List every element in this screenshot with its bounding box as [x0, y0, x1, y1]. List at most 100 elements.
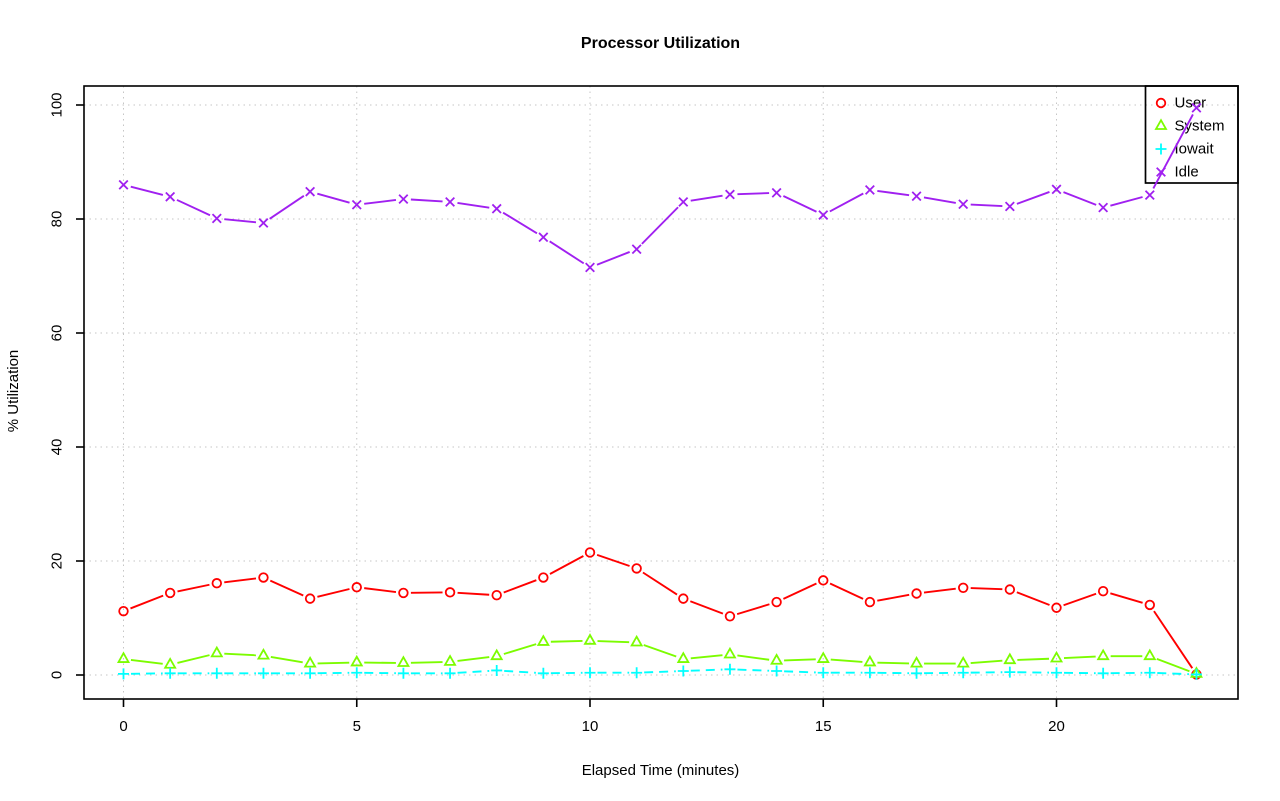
marker-triangle [490, 648, 504, 661]
series-segment [504, 669, 536, 674]
marker-circle [211, 578, 223, 589]
series-segment [1063, 592, 1097, 607]
series-segment [644, 670, 676, 674]
legend-marker-plus [1155, 143, 1167, 155]
marker-triangle [770, 653, 784, 665]
series-segment [457, 656, 490, 662]
series-segment [829, 582, 864, 600]
marker-plus [304, 667, 316, 679]
series-segment [1063, 655, 1096, 660]
series-segment [737, 192, 770, 196]
marker-plus [397, 667, 409, 679]
series-segment [457, 669, 490, 674]
marker-plus [257, 667, 269, 679]
legend-marker-circle [1155, 97, 1167, 109]
axes: 0 5 10 15 20 0 20 40 60 80 100 [49, 92, 1065, 735]
marker-x [771, 187, 782, 198]
series-segment [317, 192, 350, 204]
series-segment [1157, 672, 1189, 676]
series-segment [1063, 191, 1097, 206]
y-axis-label: % Utilization [5, 350, 22, 433]
marker-plus [211, 667, 223, 679]
legend: User System Iowait Idle [1144, 85, 1239, 184]
marker-triangle [536, 634, 550, 646]
series-segment [877, 661, 910, 665]
series-segment [690, 194, 723, 202]
series-segment [269, 195, 305, 220]
series-segment [130, 185, 164, 196]
series-segment [830, 658, 863, 663]
marker-circle [491, 590, 502, 601]
marker-x [258, 218, 269, 228]
series-segment [1152, 114, 1194, 189]
series-segment [596, 553, 630, 567]
series-segment [224, 218, 257, 224]
marker-plus [491, 664, 503, 676]
marker-plus [864, 667, 876, 679]
series-segment [690, 654, 723, 660]
series-segment [269, 579, 304, 597]
marker-triangle [583, 633, 597, 645]
marker-plus [911, 667, 923, 679]
marker-triangle [303, 655, 317, 668]
marker-triangle [210, 645, 224, 658]
series-segment [737, 654, 770, 661]
series-user [118, 547, 1202, 680]
series-segment [970, 587, 1003, 591]
marker-x [911, 191, 922, 202]
marker-x [538, 232, 549, 243]
series-segment [177, 654, 210, 664]
series-segment [502, 211, 538, 235]
series-segment [970, 659, 1003, 664]
marker-triangle [956, 655, 970, 668]
marker-plus [817, 667, 829, 679]
gridlines [84, 86, 1238, 699]
series-segment [176, 199, 211, 217]
legend-label: User [1175, 95, 1207, 112]
marker-plus [724, 663, 736, 675]
marker-triangle [1049, 650, 1064, 663]
series-segment [1110, 592, 1143, 604]
x-axis-label: Elapsed Time (minutes) [582, 762, 740, 779]
marker-triangle [630, 634, 644, 647]
series-segment [970, 203, 1003, 208]
series-segment [364, 199, 397, 205]
series-segment [877, 189, 910, 197]
y-tick-label: 80 [49, 211, 66, 228]
marker-circle [1051, 602, 1062, 613]
legend-label: System [1175, 118, 1225, 135]
marker-x [398, 194, 409, 204]
marker-plus [1051, 667, 1062, 679]
marker-circle [118, 605, 129, 617]
marker-x [818, 210, 829, 220]
series-segment [1016, 191, 1050, 205]
marker-plus [351, 667, 363, 679]
y-tick-label: 60 [49, 325, 66, 342]
x-tick-label: 20 [1048, 718, 1065, 735]
marker-circle [958, 582, 969, 593]
marker-plus [677, 665, 689, 677]
marker-x [118, 179, 129, 190]
series-segment [782, 195, 817, 213]
series-segment [642, 571, 678, 596]
series-system [116, 633, 1203, 678]
x-tick-label: 10 [582, 718, 599, 735]
marker-circle [584, 547, 596, 558]
series-segment [1016, 591, 1050, 606]
series-segment [503, 643, 537, 655]
marker-triangle [723, 646, 737, 659]
series-segment [224, 652, 257, 657]
marker-circle [304, 593, 316, 604]
series-segment [784, 658, 816, 662]
marker-x [165, 191, 176, 202]
x-tick-label: 15 [815, 718, 832, 735]
marker-circle [911, 588, 922, 599]
legend-label: Iowait [1175, 141, 1215, 158]
series-segment [550, 640, 583, 643]
y-tick-label: 0 [49, 671, 66, 679]
series-segment [829, 192, 864, 213]
series-segment [130, 594, 164, 610]
marker-plus [1004, 666, 1016, 678]
y-tick-label: 40 [49, 439, 66, 456]
